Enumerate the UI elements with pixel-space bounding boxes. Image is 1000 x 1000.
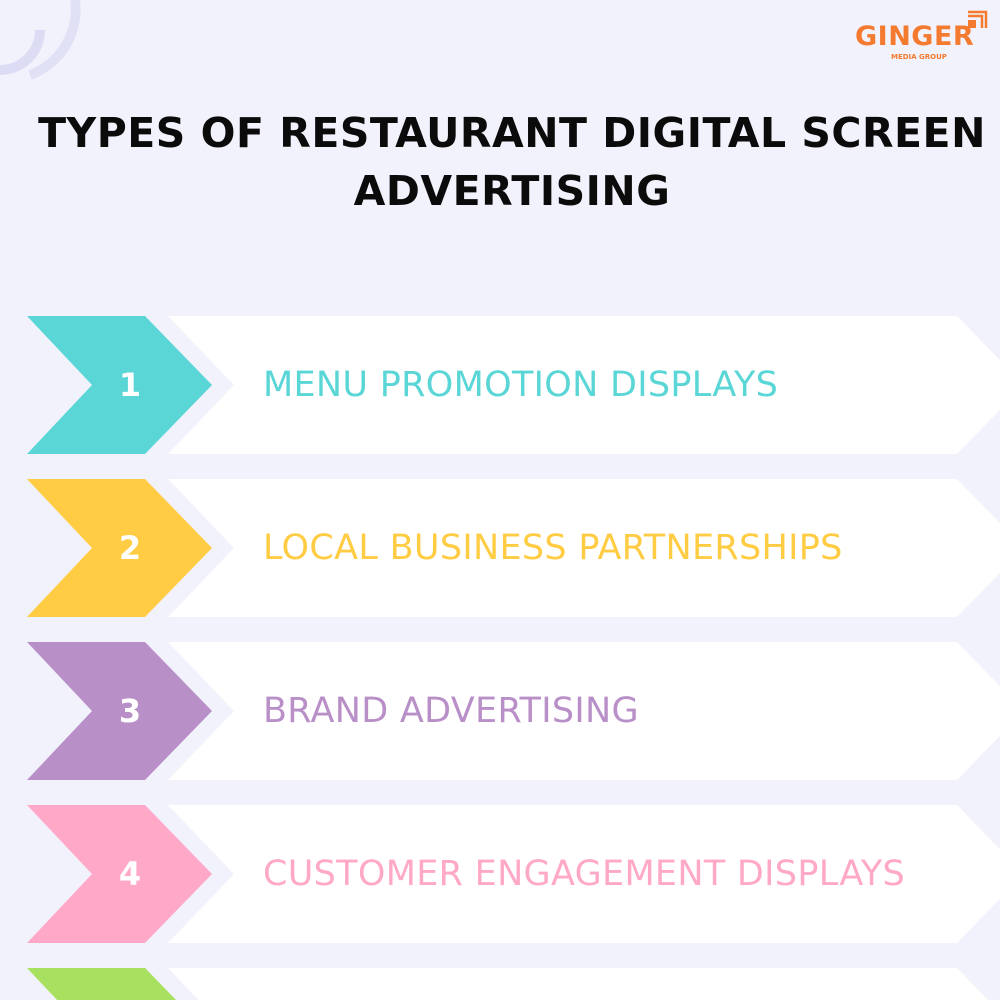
logo-subtitle: MEDIA GROUP: [891, 53, 947, 61]
item-number: 3: [118, 692, 142, 730]
item-chevron: [27, 805, 212, 943]
item-band: [168, 642, 1000, 780]
title-line-1: TYPES OF RESTAURANT DIGITAL SCREEN: [38, 109, 986, 157]
decorative-arcs: [0, 0, 81, 80]
logo-mark-icon: [968, 10, 988, 28]
item-chevron: [27, 316, 212, 454]
item-chevron: [27, 968, 177, 1000]
item-number: 4: [118, 855, 142, 893]
item-band: [168, 479, 1000, 617]
item-band: [168, 968, 989, 1000]
page-title: TYPES OF RESTAURANT DIGITAL SCREEN ADVER…: [0, 104, 1000, 220]
item-band: [168, 316, 1000, 454]
item-number: 1: [118, 366, 142, 404]
logo-text: GINGER: [855, 21, 975, 52]
item-label: MENU PROMOTION DISPLAYS: [263, 365, 779, 405]
item-label: LOCAL BUSINESS PARTNERSHIPS: [263, 528, 843, 568]
ginger-media-group-logo: GINGER MEDIA GROUP: [855, 10, 988, 61]
item-chevron: [27, 642, 212, 780]
item-chevron: [27, 479, 212, 617]
item-band: [168, 805, 1000, 943]
title-line-2: ADVERTISING: [353, 167, 671, 215]
item-number: 2: [118, 529, 142, 567]
item-label: CUSTOMER ENGAGEMENT DISPLAYS: [263, 854, 906, 894]
item-label: BRAND ADVERTISING: [263, 691, 639, 731]
